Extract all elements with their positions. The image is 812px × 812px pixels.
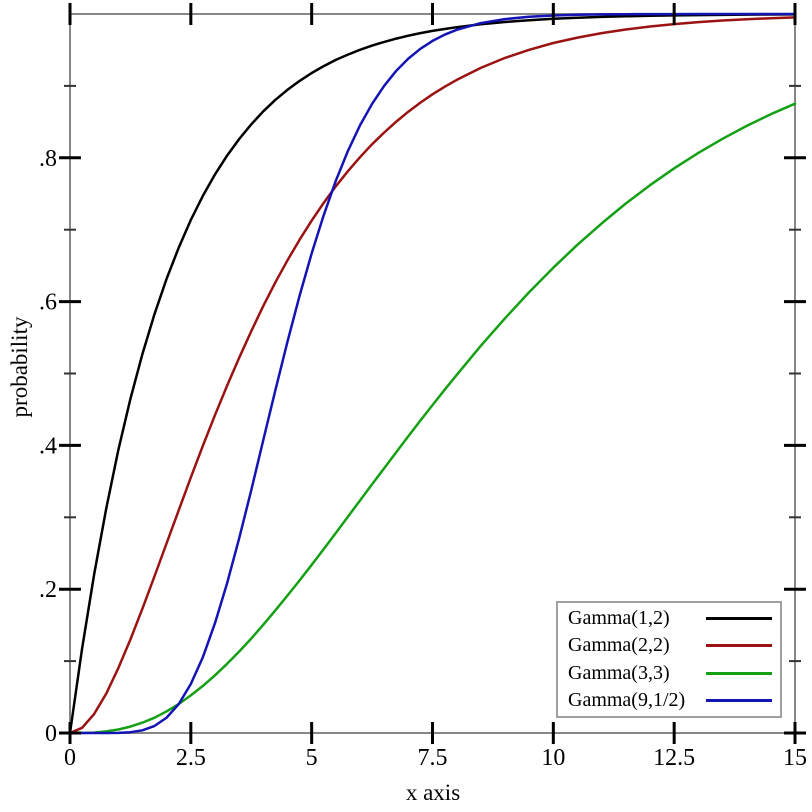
x-tick-label: 12.5 bbox=[653, 745, 695, 771]
y-tick-label: 0 bbox=[45, 721, 57, 747]
legend-label: Gamma(2,2) bbox=[568, 634, 670, 657]
y-tick-label: .8 bbox=[39, 146, 57, 172]
curve-series-0 bbox=[68, 13, 797, 735]
legend-line-sample bbox=[706, 644, 772, 648]
legend-line-sample bbox=[706, 617, 772, 621]
y-tick-label: .6 bbox=[39, 290, 57, 316]
x-tick-label: 10 bbox=[541, 745, 565, 771]
legend-item: Gamma(9,1/2) bbox=[568, 687, 772, 714]
y-tick-label: .4 bbox=[39, 433, 57, 459]
x-tick-label: 0 bbox=[64, 745, 76, 771]
x-tick-label: 2.5 bbox=[176, 745, 206, 771]
legend-item: Gamma(3,3) bbox=[568, 660, 772, 687]
legend: Gamma(1,2) Gamma(2,2) Gamma(3,3) Gamma(9,1/… bbox=[556, 601, 782, 718]
x-tick-label: 5 bbox=[306, 745, 318, 771]
legend-label: Gamma(1,2) bbox=[568, 607, 670, 630]
curve-series-1 bbox=[68, 16, 797, 735]
legend-item: Gamma(1,2) bbox=[568, 605, 772, 632]
legend-line-sample bbox=[706, 698, 772, 702]
x-tick-label: 15 bbox=[783, 745, 807, 771]
legend-line-sample bbox=[706, 671, 772, 675]
x-axis-label: x axis bbox=[405, 780, 461, 805]
curve-series-2 bbox=[68, 102, 797, 735]
y-axis-label: probability bbox=[7, 316, 32, 418]
legend-item: Gamma(2,2) bbox=[568, 632, 772, 659]
y-tick-label: .2 bbox=[39, 577, 57, 603]
x-tick-label: 7.5 bbox=[418, 745, 448, 771]
curve-series-3 bbox=[68, 12, 797, 735]
legend-label: Gamma(9,1/2) bbox=[568, 688, 686, 711]
legend-label: Gamma(3,3) bbox=[568, 661, 670, 684]
